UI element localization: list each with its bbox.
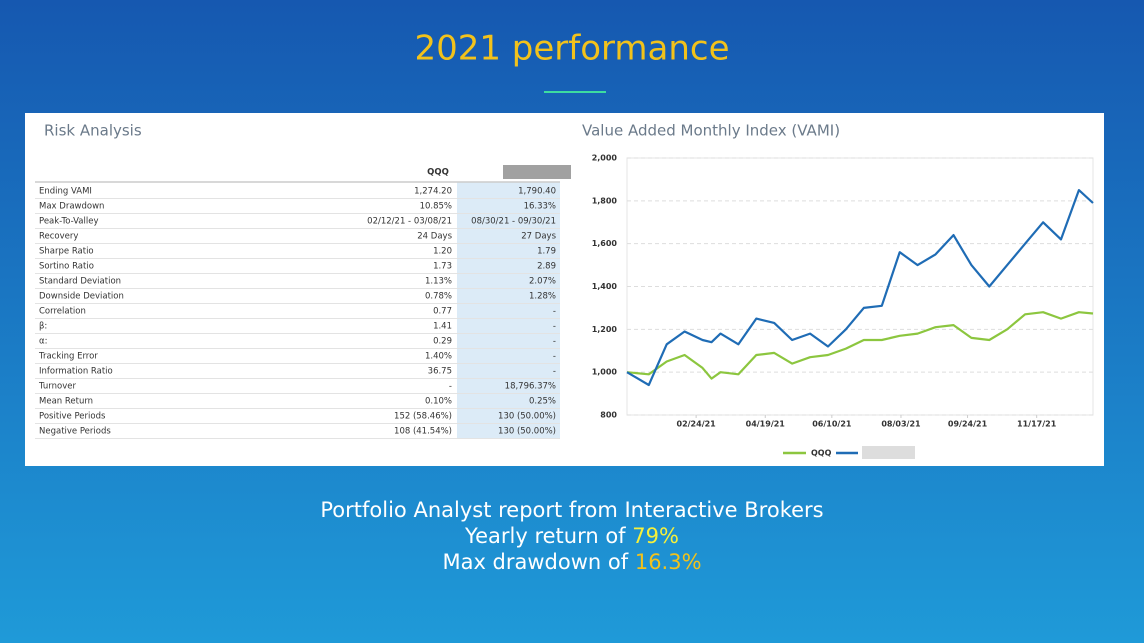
caption: Yearly return of 79% xyxy=(464,524,679,548)
chart: 800 1,000 1,200 1,400 1,600 1,800 2,000 02/24/2… xyxy=(592,154,1094,429)
cell: 130 (50.00%) xyxy=(498,412,556,422)
caption-highlight: 16.3% xyxy=(635,550,702,574)
caption-text: Max drawdown of xyxy=(442,550,628,574)
cell: 2.89 xyxy=(537,262,556,272)
cell: - xyxy=(553,322,556,332)
cell: 1.13% xyxy=(425,277,452,287)
row-label: Mean Return xyxy=(39,397,93,407)
table-title: Risk Analysis xyxy=(44,122,142,140)
cell: 1,790.40 xyxy=(518,187,556,197)
row-label: Recovery xyxy=(39,232,78,242)
cell: 0.10% xyxy=(425,397,452,407)
row-label: Turnover xyxy=(38,382,76,392)
row-label: Information Ratio xyxy=(39,367,113,377)
redacted-legend xyxy=(862,446,915,459)
caption: Portfolio Analyst report from Interactiv… xyxy=(320,498,823,522)
row-label: β: xyxy=(39,322,47,332)
cell: 1.73 xyxy=(433,262,452,272)
column-header: QQQ xyxy=(427,168,449,178)
cell: 16.33% xyxy=(524,202,556,212)
row-label: Positive Periods xyxy=(39,412,106,422)
y-tick-label: 1,400 xyxy=(592,282,618,291)
y-tick-label: 800 xyxy=(600,411,617,420)
y-tick-label: 1,800 xyxy=(592,196,618,205)
chart-title: Value Added Monthly Index (VAMI) xyxy=(582,122,840,140)
highlight-column xyxy=(457,182,560,438)
cell: 0.78% xyxy=(425,292,452,302)
redacted-header xyxy=(503,165,571,179)
series-line xyxy=(626,311,1094,380)
x-tick-label: 06/10/21 xyxy=(812,420,852,429)
caption: Max drawdown of 16.3% xyxy=(442,550,701,574)
row-label: Peak-To-Valley xyxy=(39,217,99,227)
cell: 1.40% xyxy=(425,352,452,362)
y-tick-label: 2,000 xyxy=(592,154,618,163)
row-label: Max Drawdown xyxy=(39,202,104,212)
cell: 0.77 xyxy=(433,307,452,317)
cell: 18,796.37% xyxy=(505,382,556,392)
y-tick-label: 1,200 xyxy=(592,325,618,334)
cell: - xyxy=(553,367,556,377)
cell: 1.28% xyxy=(529,292,556,302)
x-tick-label: 04/19/21 xyxy=(746,420,786,429)
x-tick-label: 08/03/21 xyxy=(881,420,921,429)
cell: - xyxy=(553,307,556,317)
cell: 08/30/21 - 09/30/21 xyxy=(471,217,556,227)
row-label: Standard Deviation xyxy=(39,277,121,287)
cell: 152 (58.46%) xyxy=(394,412,452,422)
series-line xyxy=(626,189,1094,387)
caption-text: Yearly return of xyxy=(464,524,626,548)
cell: 02/12/21 - 03/08/21 xyxy=(367,217,452,227)
y-tick-label: 1,600 xyxy=(592,239,618,248)
cell: 0.29 xyxy=(433,337,452,347)
cell: 1.79 xyxy=(537,247,556,257)
cell: 1.41 xyxy=(433,322,452,332)
cell: 130 (50.00%) xyxy=(498,427,556,437)
cell: - xyxy=(553,352,556,362)
cell: 36.75 xyxy=(428,367,452,377)
slide-title: 2021 performance xyxy=(414,29,729,69)
row-label: Sortino Ratio xyxy=(39,262,94,272)
cell: 24 Days xyxy=(417,232,452,242)
x-tick-label: 09/24/21 xyxy=(948,420,988,429)
row-label: Sharpe Ratio xyxy=(39,247,94,257)
row-label: Correlation xyxy=(39,307,86,317)
cell: 0.25% xyxy=(529,397,556,407)
row-label: α: xyxy=(39,337,47,347)
table-body: Ending VAMI 1,274.20 1,790.40 Max Drawdown 1… xyxy=(35,187,560,439)
cell: 108 (41.54%) xyxy=(394,427,452,437)
cell: - xyxy=(553,337,556,347)
cell: 2.07% xyxy=(529,277,556,287)
cell: 27 Days xyxy=(521,232,556,242)
cell: 1,274.20 xyxy=(414,187,452,197)
x-tick-label: 02/24/21 xyxy=(677,420,717,429)
caption-highlight: 79% xyxy=(632,524,679,548)
row-label: Downside Deviation xyxy=(39,292,124,302)
cell: 1.20 xyxy=(433,247,452,257)
row-label: Negative Periods xyxy=(39,427,111,437)
x-tick-label: 11/17/21 xyxy=(1017,420,1057,429)
cell: - xyxy=(449,382,452,392)
legend-label: QQQ xyxy=(811,449,832,458)
row-label: Ending VAMI xyxy=(39,187,92,197)
row-label: Tracking Error xyxy=(38,352,98,362)
cell: 10.85% xyxy=(420,202,452,212)
y-tick-label: 1,000 xyxy=(592,368,618,377)
